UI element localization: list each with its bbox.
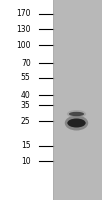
Text: 70: 70: [21, 58, 31, 68]
Text: 100: 100: [16, 40, 31, 49]
FancyBboxPatch shape: [53, 0, 102, 200]
FancyBboxPatch shape: [0, 0, 53, 200]
Text: 130: 130: [16, 24, 31, 33]
Ellipse shape: [65, 116, 88, 130]
Ellipse shape: [67, 118, 86, 128]
Ellipse shape: [67, 110, 86, 118]
Text: 25: 25: [21, 116, 31, 126]
Ellipse shape: [69, 112, 84, 116]
Text: 55: 55: [21, 73, 31, 82]
Text: 10: 10: [21, 156, 31, 166]
Text: 170: 170: [16, 9, 31, 19]
Text: 15: 15: [21, 142, 31, 150]
Text: 35: 35: [21, 100, 31, 110]
Text: 40: 40: [21, 90, 31, 99]
